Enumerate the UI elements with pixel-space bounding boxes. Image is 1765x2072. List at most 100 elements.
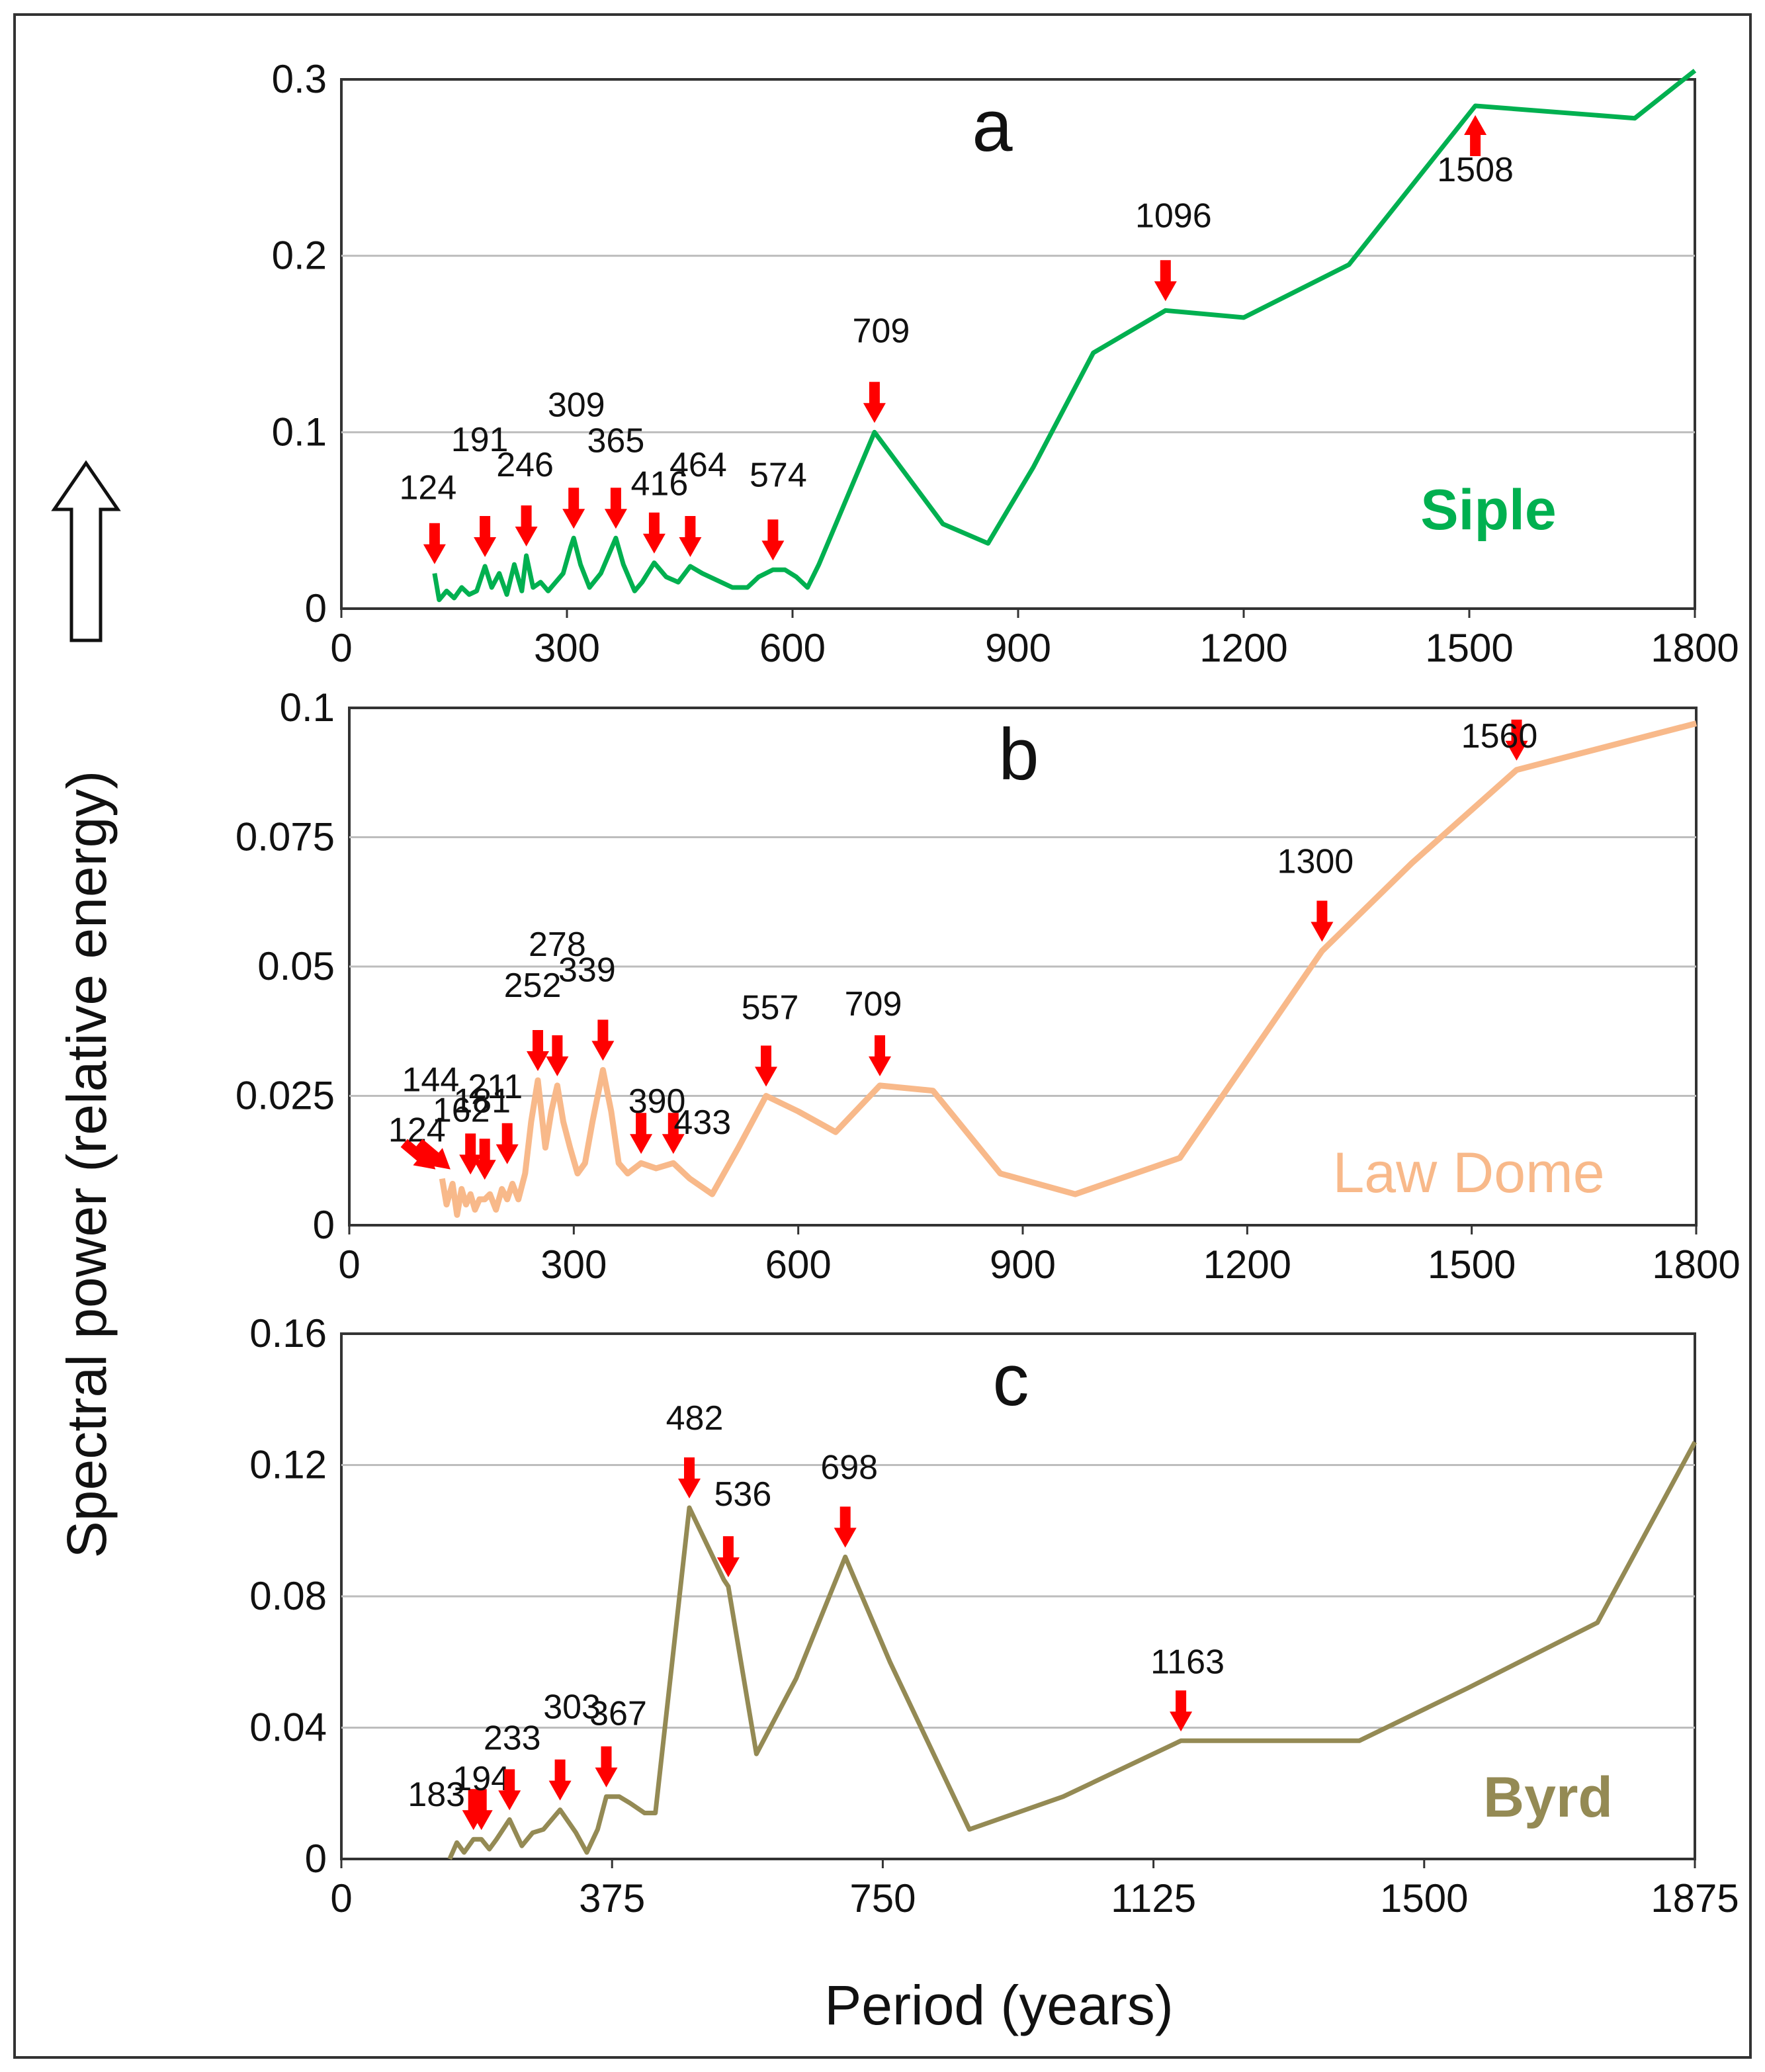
peak-arrow xyxy=(1311,900,1334,942)
peak-label: 536 xyxy=(714,1475,772,1514)
x-tick-label: 0 xyxy=(338,1242,360,1287)
x-tick-label: 375 xyxy=(579,1876,645,1921)
peak-label: 367 xyxy=(589,1695,647,1733)
peak-label: 1163 xyxy=(1150,1643,1225,1681)
x-tick-label: 600 xyxy=(765,1242,832,1287)
peak-arrow xyxy=(562,488,585,529)
x-tick-label: 1875 xyxy=(1651,1876,1739,1921)
peak-label: 709 xyxy=(853,312,910,350)
peak-label: 211 xyxy=(468,1068,523,1106)
x-tick-label: 1500 xyxy=(1425,626,1513,670)
panel-c: 0 0.04 0.08 0.12 0.16 0 375 750 1125 1500 1875 18… xyxy=(249,1311,1739,1921)
peak-label: 365 xyxy=(587,421,645,460)
panel-a-x-ticks: 0 300 600 900 1200 1500 1800 xyxy=(330,609,1739,670)
x-tick-label: 1800 xyxy=(1652,1242,1740,1287)
y-tick-label: 0.12 xyxy=(249,1443,327,1487)
x-tick-label: 1200 xyxy=(1199,626,1287,670)
peak-arrow xyxy=(498,1769,521,1811)
peak-label: 252 xyxy=(504,967,562,1005)
panel-b: 0 0.025 0.05 0.075 0.1 0 300 600 900 1200 1500 180… xyxy=(236,685,1741,1287)
peak-arrow xyxy=(1505,719,1528,761)
peak-arrow xyxy=(1170,1690,1193,1732)
peak-label: 183 xyxy=(408,1776,465,1814)
panel-b-gridlines xyxy=(349,836,1696,1097)
peak-label: 1096 xyxy=(1135,196,1212,235)
peak-arrow xyxy=(515,505,538,546)
peak-label: 233 xyxy=(484,1719,541,1757)
x-tick-label: 900 xyxy=(990,1242,1056,1287)
panel-c-series-line xyxy=(447,1441,1698,1860)
peak-label: 191 xyxy=(451,421,509,459)
y-tick-label: 0.3 xyxy=(272,57,327,101)
y-tick-label: 0.05 xyxy=(257,944,335,988)
peak-arrow xyxy=(604,488,627,529)
peak-label: 482 xyxy=(666,1399,724,1438)
x-tick-label: 1125 xyxy=(1111,1876,1196,1921)
peak-label: 162 xyxy=(433,1091,490,1129)
y-tick-label: 0.16 xyxy=(249,1311,327,1356)
peak-label: 124 xyxy=(388,1111,446,1150)
peak-arrow xyxy=(546,1035,569,1076)
x-tick-label: 1500 xyxy=(1428,1242,1516,1287)
peak-arrow xyxy=(678,1457,701,1498)
peak-label: 309 xyxy=(548,386,605,424)
peak-arrow xyxy=(863,382,886,423)
peak-arrow xyxy=(400,1139,436,1170)
peak-label: 278 xyxy=(529,926,586,964)
peak-label: 709 xyxy=(845,985,902,1023)
peak-arrow xyxy=(474,516,497,557)
x-tick-label: 750 xyxy=(849,1876,916,1921)
x-axis-title: Period (years) xyxy=(824,1974,1174,2036)
panel-b-site-label: Law Dome xyxy=(1332,1141,1604,1205)
x-tick-label: 900 xyxy=(985,626,1051,670)
peak-label: 303 xyxy=(543,1688,601,1727)
y-tick-label: 0.1 xyxy=(280,685,335,730)
peak-label: 416 xyxy=(631,465,689,503)
peak-arrow xyxy=(423,523,446,564)
panel-a-y-ticks: 0 0.1 0.2 0.3 xyxy=(272,57,327,630)
y-axis-title: Spectral power (relative energy) xyxy=(56,771,118,1559)
y-tick-label: 0.025 xyxy=(236,1074,335,1118)
peak-arrow xyxy=(1464,115,1487,156)
panel-c-y-ticks: 0 0.04 0.08 0.12 0.16 xyxy=(249,1311,327,1881)
panel-c-site-label: Byrd xyxy=(1483,1766,1613,1829)
x-tick-label: 1800 xyxy=(1651,626,1739,670)
panel-a-letter: a xyxy=(972,85,1013,167)
panel-c-x-ticks: 0 375 750 1125 1500 1875 xyxy=(330,1859,1739,1921)
y-tick-label: 0 xyxy=(305,586,327,630)
peak-arrow xyxy=(527,1030,549,1071)
x-tick-label: 600 xyxy=(759,626,826,670)
peak-arrow xyxy=(630,1113,653,1154)
peak-arrow xyxy=(595,1746,618,1788)
peak-arrow xyxy=(642,512,666,554)
panel-b-series-line xyxy=(439,720,1698,1218)
peak-label: 339 xyxy=(558,951,616,989)
panel-c-letter: c xyxy=(993,1340,1029,1421)
y-tick-label: 0.04 xyxy=(249,1705,327,1750)
peak-label: 144 xyxy=(402,1061,460,1100)
peak-label: 124 xyxy=(400,469,457,507)
peak-arrow xyxy=(495,1123,519,1164)
y-tick-label: 0.08 xyxy=(249,1574,327,1618)
peak-label: 1508 xyxy=(1437,151,1514,189)
x-tick-label: 0 xyxy=(330,626,352,670)
peak-arrow xyxy=(473,1139,496,1180)
x-tick-label: 0 xyxy=(330,1876,352,1921)
increase-arrow-icon xyxy=(51,460,121,642)
peak-label: 1300 xyxy=(1277,843,1354,881)
panel-b-x-ticks: 0 300 600 900 1200 1500 1800 xyxy=(338,1225,1741,1287)
panel-b-y-ticks: 0 0.025 0.05 0.075 0.1 xyxy=(236,685,335,1247)
panel-a: 0 0.1 0.2 0.3 0 300 600 900 1200 1500 1800 124 191… xyxy=(272,57,1739,670)
x-tick-label: 1500 xyxy=(1380,1876,1468,1921)
peak-label: 1560 xyxy=(1461,717,1538,755)
peak-label: 557 xyxy=(742,989,799,1027)
peak-label: 698 xyxy=(820,1448,878,1487)
panel-a-site-label: Siple xyxy=(1420,478,1557,542)
panel-a-series-line xyxy=(432,68,1697,603)
y-tick-label: 0 xyxy=(305,1836,327,1881)
y-tick-label: 0 xyxy=(313,1203,335,1247)
panel-b-letter: b xyxy=(998,714,1039,795)
